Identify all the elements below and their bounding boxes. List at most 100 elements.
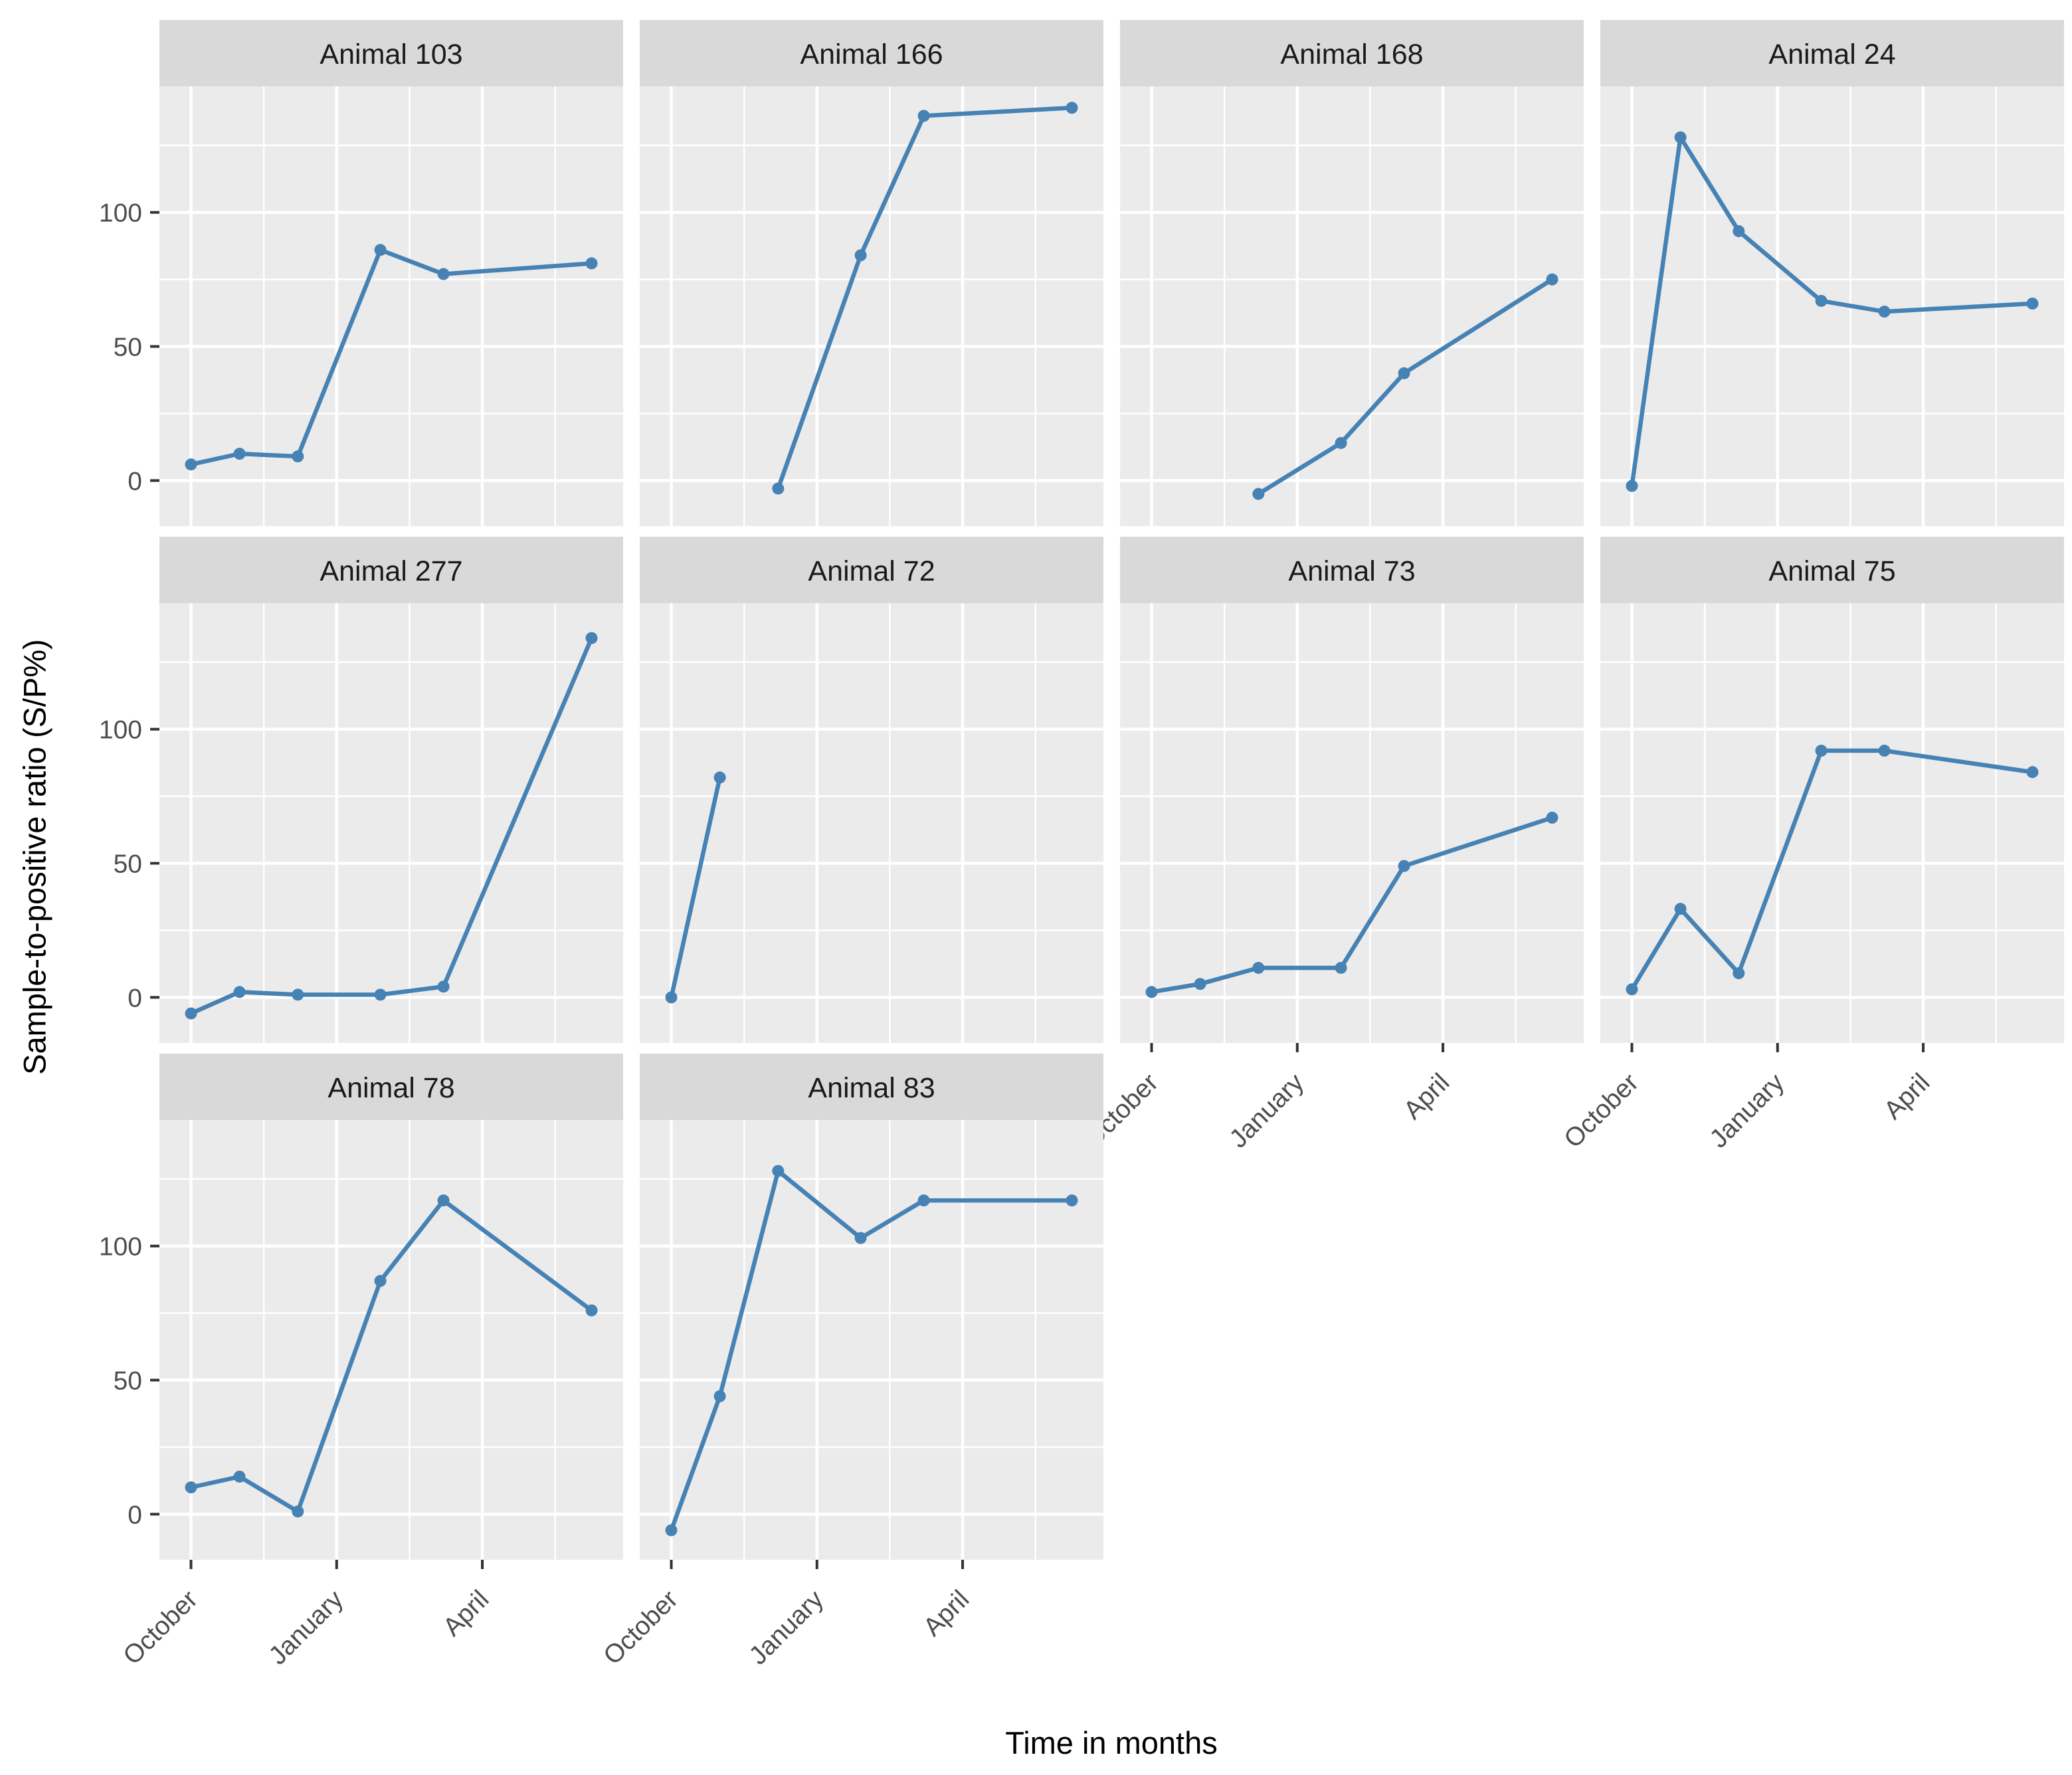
- data-line: [1256, 277, 1554, 496]
- data-point: [1878, 306, 1891, 318]
- data-point: [292, 988, 304, 1001]
- data-point: [1674, 131, 1687, 143]
- data-point: [1626, 480, 1638, 492]
- facet-strip-label: Animal 78: [328, 1072, 454, 1104]
- facet-strip: [1600, 537, 2064, 603]
- facet-strip: [1120, 20, 1584, 86]
- x-tick-label: January: [744, 1585, 830, 1671]
- y-tick-label: 100: [99, 199, 142, 228]
- x-tick-label: January: [1224, 1068, 1310, 1154]
- x-tick-label: April: [918, 1585, 975, 1642]
- x-axis-title: Time in months: [1005, 1725, 1218, 1760]
- data-point: [185, 1007, 197, 1020]
- data-point: [772, 482, 785, 495]
- facet-strip: [640, 20, 1103, 86]
- y-tick-label: 50: [114, 850, 142, 879]
- x-tick-label: April: [1398, 1068, 1456, 1125]
- data-point: [1815, 745, 1828, 757]
- x-tick-label: April: [1879, 1068, 1936, 1125]
- data-point: [1398, 367, 1410, 379]
- data-point: [1066, 102, 1078, 114]
- y-axis-title: Sample-to-positive ratio (S/P%): [17, 639, 52, 1075]
- data-point: [1194, 978, 1206, 990]
- x-tick-label: January: [264, 1585, 349, 1671]
- facet-strip-label: Animal 24: [1768, 39, 1895, 70]
- x-tick-label: October: [1558, 1068, 1644, 1154]
- data-point: [585, 632, 598, 644]
- data-point: [1252, 961, 1265, 974]
- data-point: [374, 1275, 387, 1287]
- data-point: [2026, 766, 2039, 779]
- facet-panel: [1120, 603, 1584, 1043]
- data-point: [772, 1165, 785, 1177]
- data-point: [1546, 273, 1558, 286]
- facet-strip-label: Animal 277: [320, 555, 462, 587]
- data-point: [292, 450, 304, 463]
- data-point: [233, 1470, 246, 1483]
- data-point: [185, 1481, 197, 1494]
- y-tick-label: 50: [114, 333, 142, 362]
- data-point: [2026, 297, 2039, 310]
- facet-strip-label: Animal 83: [808, 1072, 935, 1104]
- data-point: [665, 1524, 678, 1537]
- y-tick-label: 0: [128, 467, 142, 496]
- data-line: [189, 1198, 594, 1514]
- data-point: [1815, 294, 1828, 307]
- data-point: [1674, 903, 1687, 915]
- data-line: [189, 247, 594, 467]
- data-line: [1630, 748, 2035, 992]
- data-point: [713, 771, 726, 784]
- data-point: [437, 268, 450, 280]
- facet-strip: [1120, 537, 1584, 603]
- facet-panel: [640, 86, 1103, 526]
- data-point: [1335, 961, 1347, 974]
- data-point: [1398, 860, 1410, 872]
- data-point: [585, 257, 598, 270]
- data-point: [1145, 986, 1158, 998]
- facet-strip-label: Animal 73: [1288, 555, 1415, 587]
- facet-strip: [640, 537, 1103, 603]
- facet-strip-label: Animal 72: [808, 555, 935, 587]
- x-tick-label: October: [118, 1585, 203, 1671]
- data-point: [585, 1304, 598, 1317]
- y-tick-label: 0: [128, 1501, 142, 1529]
- data-point: [854, 249, 867, 262]
- data-point: [292, 1505, 304, 1518]
- data-point: [854, 1232, 867, 1244]
- data-point: [1335, 436, 1347, 449]
- data-point: [1252, 488, 1265, 500]
- data-line: [669, 775, 722, 1000]
- facet-strip: [159, 537, 623, 603]
- x-tick-label: April: [438, 1585, 495, 1642]
- data-line: [1149, 815, 1554, 994]
- facet-strip-label: Animal 75: [1768, 555, 1895, 587]
- data-point: [374, 988, 387, 1001]
- data-point: [917, 1194, 930, 1207]
- data-point: [374, 244, 387, 256]
- facet-strip-label: Animal 166: [800, 39, 943, 70]
- y-tick-label: 50: [114, 1367, 142, 1396]
- data-point: [1546, 811, 1558, 824]
- facet-panel: [640, 1120, 1103, 1560]
- facet-panel: [159, 86, 623, 526]
- facet-panel: [640, 603, 1103, 1043]
- facet-strip: [159, 1054, 623, 1120]
- data-point: [713, 1390, 726, 1402]
- facet-strip-label: Animal 103: [320, 39, 462, 70]
- data-point: [917, 110, 930, 122]
- x-tick-label: January: [1705, 1068, 1790, 1154]
- facet-panel: [1120, 86, 1584, 526]
- y-tick-label: 100: [99, 1233, 142, 1261]
- data-point: [233, 448, 246, 460]
- facet-strip: [159, 20, 623, 86]
- y-tick-label: 0: [128, 984, 142, 1012]
- x-tick-label: October: [598, 1585, 684, 1671]
- data-point: [185, 458, 197, 471]
- data-point: [437, 981, 450, 993]
- facet-panel: [1600, 603, 2064, 1043]
- data-point: [233, 986, 246, 998]
- data-point: [665, 991, 678, 1004]
- data-point: [1626, 983, 1638, 996]
